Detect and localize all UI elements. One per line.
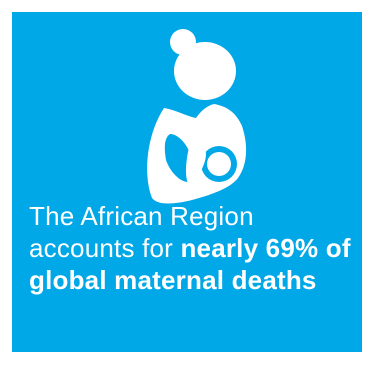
statement-highlight: nearly 69% of global maternal deaths (29, 233, 351, 295)
info-card: The African Region accounts for nearly 6… (12, 12, 362, 352)
statement-lead: The African Region accounts for (29, 201, 254, 263)
statement-text: The African Region accounts for nearly 6… (29, 200, 359, 296)
breastfeeding-mother-icon (136, 22, 266, 207)
